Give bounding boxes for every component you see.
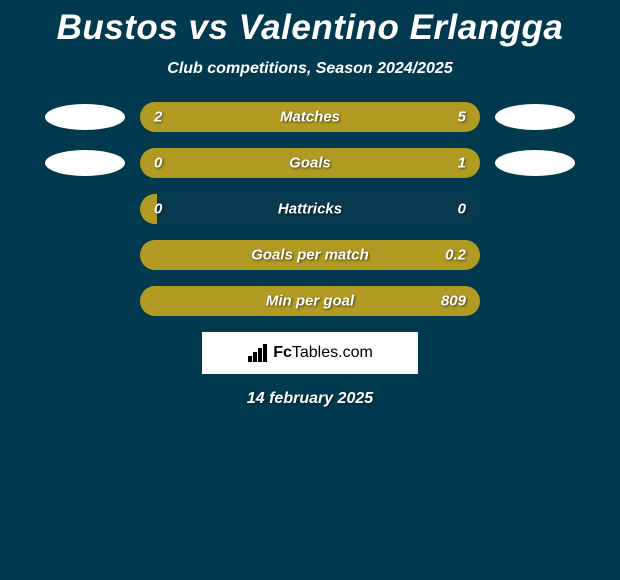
stat-row: 0 Goals 1 bbox=[0, 148, 620, 178]
brand-rest: Tables.com bbox=[292, 344, 373, 361]
bar-value-right: 0.2 bbox=[445, 247, 466, 264]
stat-row: 2 Matches 5 bbox=[0, 102, 620, 132]
bar-label: Hattricks bbox=[278, 201, 342, 218]
ellipse-icon bbox=[45, 150, 125, 176]
right-cap-slot bbox=[490, 104, 580, 130]
right-cap-slot bbox=[490, 288, 580, 314]
left-cap-slot bbox=[40, 104, 130, 130]
brand-bold: Fc bbox=[273, 344, 292, 361]
stat-bar: 0 Hattricks 0 bbox=[140, 194, 480, 224]
bar-value-left: 0 bbox=[154, 155, 162, 172]
stat-rows: 2 Matches 5 0 Goals 1 0 Hattricks 0 bbox=[0, 102, 620, 316]
stat-row: 0 Hattricks 0 bbox=[0, 194, 620, 224]
bar-value-right: 809 bbox=[441, 293, 466, 310]
bar-label: Min per goal bbox=[266, 293, 354, 310]
brand-inner: FcTables.com bbox=[247, 344, 373, 362]
page-title: Bustos vs Valentino Erlangga bbox=[0, 0, 620, 48]
right-cap-slot bbox=[490, 242, 580, 268]
left-cap-slot bbox=[40, 150, 130, 176]
stat-row: Goals per match 0.2 bbox=[0, 240, 620, 270]
bar-value-right: 5 bbox=[458, 109, 466, 126]
stat-bar: Min per goal 809 bbox=[140, 286, 480, 316]
bar-label: Goals per match bbox=[251, 247, 369, 264]
brand-box: FcTables.com bbox=[202, 332, 418, 374]
bar-label: Matches bbox=[280, 109, 340, 126]
bar-fill-right bbox=[237, 102, 480, 132]
right-cap-slot bbox=[490, 150, 580, 176]
right-cap-slot bbox=[490, 196, 580, 222]
bar-value-left: 0 bbox=[154, 201, 162, 218]
bar-chart-icon bbox=[247, 344, 269, 362]
bar-value-left: 2 bbox=[154, 109, 162, 126]
stat-bar: Goals per match 0.2 bbox=[140, 240, 480, 270]
bar-label: Goals bbox=[289, 155, 331, 172]
bar-value-right: 0 bbox=[458, 201, 466, 218]
stat-row: Min per goal 809 bbox=[0, 286, 620, 316]
ellipse-icon bbox=[495, 150, 575, 176]
ellipse-icon bbox=[45, 104, 125, 130]
left-cap-slot bbox=[40, 196, 130, 222]
ellipse-icon bbox=[495, 104, 575, 130]
bar-value-right: 1 bbox=[458, 155, 466, 172]
page-subtitle: Club competitions, Season 2024/2025 bbox=[0, 60, 620, 78]
stat-bar: 0 Goals 1 bbox=[140, 148, 480, 178]
left-cap-slot bbox=[40, 242, 130, 268]
left-cap-slot bbox=[40, 288, 130, 314]
brand-text: FcTables.com bbox=[273, 344, 373, 362]
stat-bar: 2 Matches 5 bbox=[140, 102, 480, 132]
footer-date: 14 february 2025 bbox=[0, 390, 620, 408]
